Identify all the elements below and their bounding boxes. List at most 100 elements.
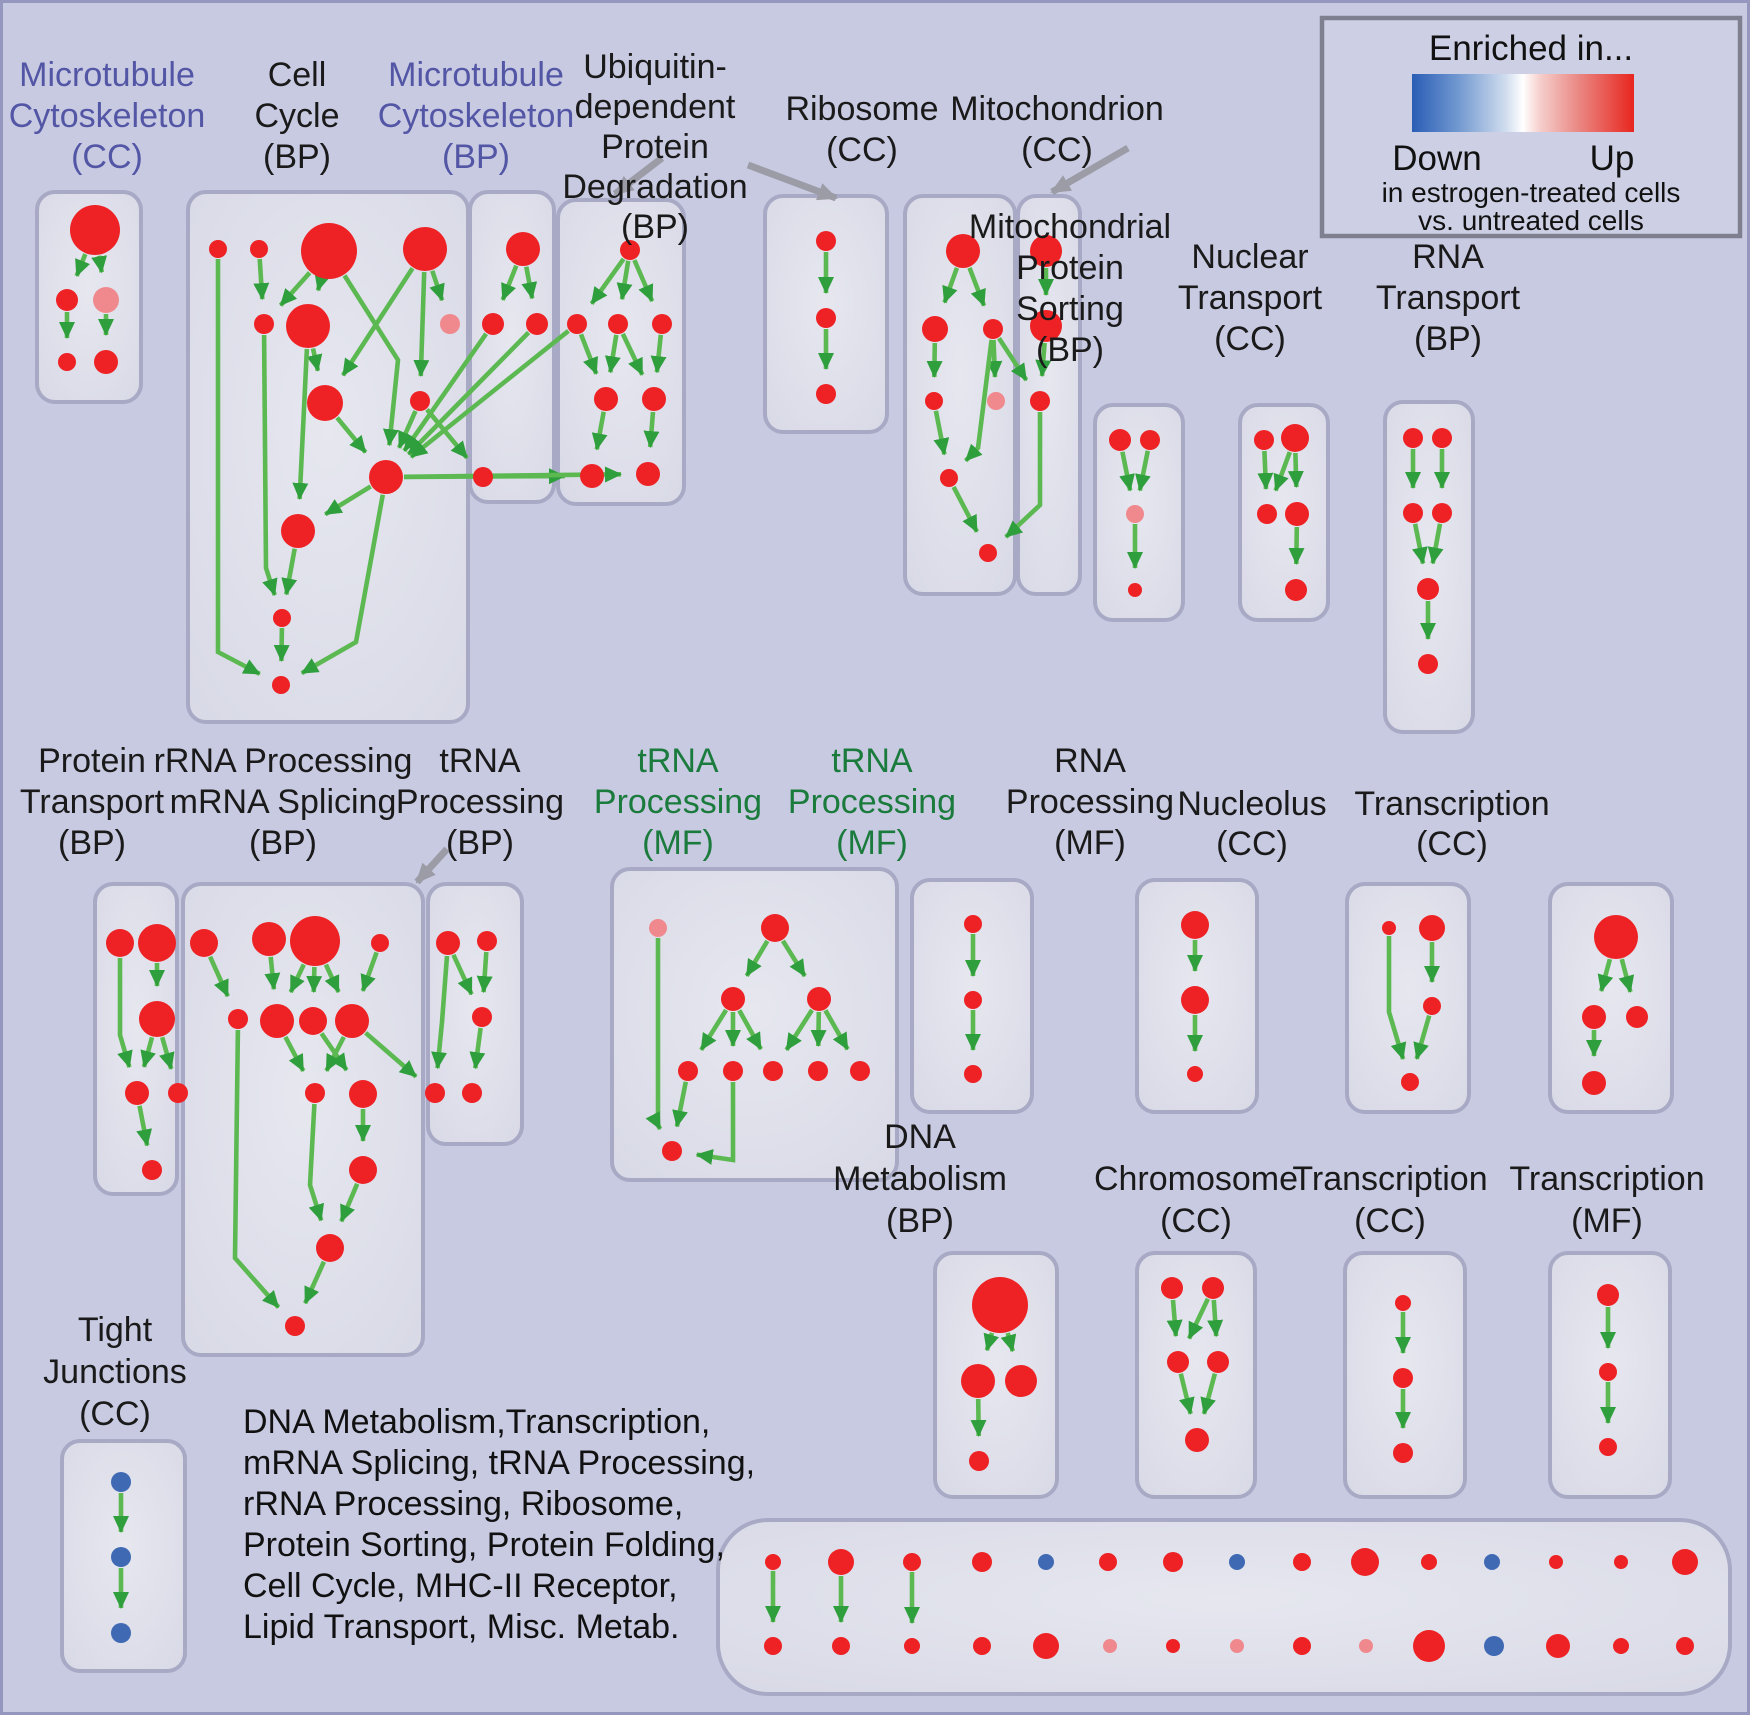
hierarchy-edge-tmf: [672, 1081, 689, 1128]
go-term-node: [1423, 997, 1441, 1015]
hierarchy-edge-cc: [324, 484, 372, 517]
cross-cluster-edge: [364, 1031, 418, 1079]
hierarchy-edge-cc: [278, 271, 312, 307]
hierarchy-edge-rib: [964, 339, 994, 463]
go-term-node: [972, 1552, 992, 1572]
hierarchy-edge-chrom: [1200, 1372, 1218, 1415]
cluster-label-trcc2: (CC): [1354, 1202, 1426, 1240]
hierarchy-edge-ub: [578, 333, 599, 375]
cluster-label-ms: Mitochondrial: [969, 208, 1171, 246]
go-term-node: [940, 469, 958, 487]
hierarchy-edge-tmf: [699, 1008, 729, 1052]
go-term-node: [1207, 1351, 1229, 1373]
cluster-box-tmf: [610, 867, 899, 1182]
go-term-node: [808, 1061, 828, 1081]
go-term-node: [1403, 503, 1423, 523]
cluster-label-cc: Cell: [268, 56, 327, 94]
go-term-node: [961, 1364, 995, 1398]
hierarchy-edge-cc: [314, 272, 330, 292]
hierarchy-edge-tmf: [645, 938, 663, 1131]
hierarchy-edge-trcc: [1618, 958, 1635, 993]
hierarchy-edge-rrna: [232, 1029, 281, 1309]
cross-cluster-edge: [997, 336, 1029, 382]
hierarchy-edge-ub: [591, 411, 608, 451]
go-term-node: [1163, 1552, 1183, 1572]
go-term-node: [1672, 1549, 1698, 1575]
hierarchy-edge-rrna: [360, 951, 379, 992]
go-term-node: [106, 929, 134, 957]
cross-cluster-edge: [409, 329, 570, 459]
go-term-node: [403, 227, 447, 271]
go-term-node: [972, 1277, 1028, 1333]
misc-text-line: rRNA Processing, Ribosome,: [243, 1485, 683, 1523]
cluster-label-mtcc: Cytoskeleton: [9, 97, 206, 135]
hierarchy-edge-cc: [261, 334, 278, 597]
go-term-node: [1285, 502, 1309, 526]
go-term-node: [260, 1004, 294, 1038]
go-term-node: [983, 319, 1003, 339]
go-term-node: [1181, 911, 1209, 939]
cluster-label-tbp: (BP): [446, 824, 514, 862]
go-term-node: [1599, 1363, 1617, 1381]
go-term-node: [1126, 505, 1144, 523]
go-term-node: [1167, 1351, 1189, 1373]
hierarchy-edge-ms: [1135, 450, 1151, 492]
hierarchy-edge-rib: [986, 339, 1003, 378]
go-term-node: [272, 676, 290, 694]
cluster-label-mtcc: (CC): [71, 138, 143, 176]
go-term-node: [1030, 391, 1050, 411]
cluster-label-trmf: Transcription: [1509, 1160, 1704, 1198]
cluster-label-rt: (BP): [1414, 320, 1482, 358]
misc-text-line: Cell Cycle, MHC-II Receptor,: [243, 1567, 678, 1605]
hierarchy-edge-mito: [1035, 342, 1052, 378]
cluster-label-tmfs: tRNA: [831, 742, 913, 780]
hierarchy-edge-dnam: [983, 1332, 1000, 1352]
cluster-label-ms: Sorting: [1016, 290, 1124, 328]
go-term-node: [1418, 654, 1438, 674]
hierarchy-edge-cc: [292, 348, 310, 500]
hierarchy-edge-tmf: [823, 1009, 850, 1051]
hierarchy-edge-chrom: [1207, 1299, 1224, 1338]
go-term-node: [620, 240, 640, 260]
hierarchy-edge-ub: [650, 334, 667, 374]
cluster-label-mtbp: Cytoskeleton: [378, 97, 575, 135]
go-term-node: [1382, 921, 1396, 935]
cluster-box-mito: [1016, 194, 1082, 596]
hierarchy-edge-cc: [342, 274, 401, 447]
go-term-node: [964, 1065, 982, 1083]
hierarchy-edge-trcc: [1597, 958, 1614, 992]
go-term-node: [636, 462, 660, 486]
go-term-node: [1030, 235, 1062, 267]
go-term-node: [828, 1549, 854, 1575]
label-pointer-arrows-layer: [414, 144, 1130, 885]
go-term-node: [642, 387, 666, 411]
go-term-node: [125, 1081, 149, 1105]
hierarchy-edge-rrna: [288, 963, 306, 994]
hierarchy-edge-rrna: [306, 966, 323, 993]
hierarchy-edge-tbp: [469, 1027, 486, 1070]
go-term-node: [410, 391, 430, 411]
hierarchy-edge-rib: [951, 485, 979, 533]
go-term-node: [1166, 1639, 1180, 1653]
go-term-node: [1546, 1634, 1570, 1658]
go-term-node: [526, 313, 548, 335]
go-term-node: [316, 1234, 344, 1262]
hierarchy-edge-nt: [1288, 526, 1305, 565]
hierarchy-edge-rrna: [208, 955, 230, 998]
go-term-node: [608, 314, 628, 334]
go-term-node: [1432, 503, 1452, 523]
cluster-label-trcc2: Transcription: [1292, 1160, 1487, 1198]
go-term-node: [1103, 1639, 1117, 1653]
hierarchy-edge-ub: [604, 334, 621, 374]
hierarchy-edge-cc: [341, 267, 415, 377]
hierarchy-edge-ub: [632, 259, 655, 303]
go-term-node: [850, 1061, 870, 1081]
go-term-node: [816, 308, 836, 328]
go-term-node: [168, 1083, 188, 1103]
cluster-label-dnam: Metabolism: [833, 1160, 1007, 1198]
go-term-node: [305, 1083, 325, 1103]
go-term-node: [58, 353, 76, 371]
go-term-node: [1033, 1633, 1059, 1659]
legend-subtitle-2: vs. untreated cells: [1418, 205, 1644, 236]
go-term-node: [286, 304, 330, 348]
